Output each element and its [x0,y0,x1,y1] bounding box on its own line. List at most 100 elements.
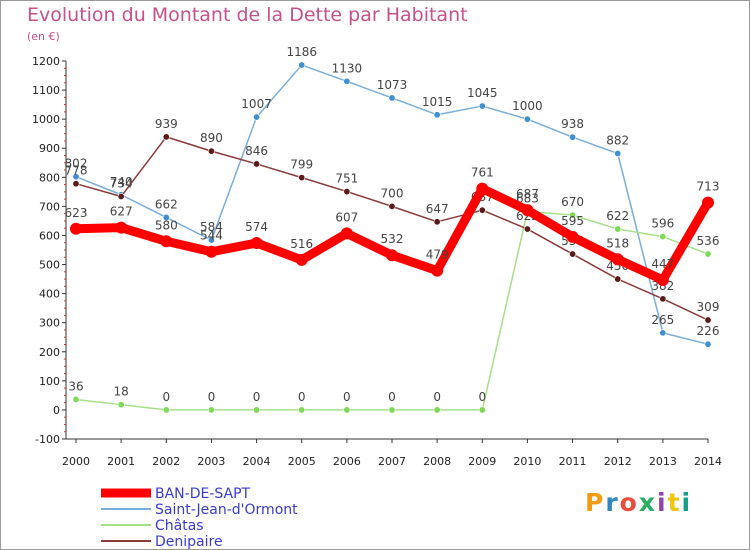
x-tick-label: 2002 [152,455,180,468]
data-label: 607 [335,210,358,224]
data-label: 627 [110,205,133,219]
data-point [569,133,577,141]
proxiti-logo: Proxiti [585,488,692,517]
data-label: 761 [471,166,494,180]
data-label: 623 [65,206,88,220]
data-point [388,94,396,102]
data-label: 1130 [332,61,363,75]
data-point [569,211,577,219]
data-point [521,204,534,217]
x-tick-label: 2003 [197,455,225,468]
data-point [162,213,170,221]
data-label: 544 [200,229,223,243]
data-label: 938 [561,117,584,131]
data-label: 882 [606,133,629,147]
logo-letter: i [681,488,693,517]
data-point [388,406,396,414]
x-tick-label: 2009 [468,455,496,468]
data-label: 0 [208,390,216,404]
data-point [478,406,486,414]
data-point [523,115,531,123]
data-point [115,221,128,234]
data-label: 0 [478,390,486,404]
data-point [614,275,622,283]
data-point [72,180,80,188]
data-label: 36 [68,379,83,393]
data-label: 778 [65,164,88,178]
data-point [205,245,218,258]
data-point [704,340,712,348]
data-label: 713 [697,180,720,194]
x-tick-label: 2010 [513,455,541,468]
data-label: 595 [561,214,584,228]
data-label: 1000 [512,99,543,113]
data-point [250,237,263,250]
data-label: 18 [114,385,129,399]
legend-label: Denipaire [155,534,223,549]
logo-letter: t [667,488,682,517]
x-tick-label: 2008 [423,455,451,468]
data-label: 751 [335,172,358,186]
data-point [431,264,444,277]
y-tick-label: 1000 [32,113,60,126]
x-tick-label: 2011 [559,455,587,468]
chart-title: Evolution du Montant de la Dette par Hab… [27,4,468,26]
data-point [702,196,714,209]
x-tick-label: 2012 [604,455,632,468]
data-point [433,406,441,414]
y-tick-label: 800 [39,171,60,184]
data-point [295,253,308,266]
data-label: 622 [606,209,629,223]
data-point [162,133,170,141]
data-point [433,218,441,226]
data-point [704,316,712,324]
data-point [566,230,579,243]
data-label: 0 [433,390,441,404]
data-point [388,202,396,210]
data-label: 740 [110,175,133,189]
logo-letter: r [605,488,620,517]
x-tick-label: 2007 [378,455,406,468]
data-label: 647 [426,202,449,216]
data-label: 662 [155,197,178,211]
data-point [298,61,306,69]
data-label: 265 [651,313,674,327]
data-label: 1007 [241,97,272,111]
data-label: 890 [200,131,223,145]
x-tick-label: 2006 [333,455,361,468]
data-point [253,160,261,168]
data-label: 532 [381,232,404,246]
data-label: 0 [388,390,396,404]
data-label: 799 [290,158,313,172]
data-point [160,235,173,248]
data-label: 939 [155,117,178,131]
data-label: 0 [343,390,351,404]
data-point [207,147,215,155]
data-point [207,236,215,244]
data-point [340,227,353,240]
data-label: 687 [516,187,539,201]
y-tick-label: 1100 [32,84,60,97]
data-point [343,77,351,85]
y-tick-label: 300 [39,317,60,330]
logo-letter: i [657,488,668,517]
data-label: 574 [245,220,268,234]
logo-letter: o [619,488,639,517]
legend-label: Châtas [155,518,204,534]
y-tick-label: 200 [39,346,60,359]
data-label: 518 [606,236,629,250]
data-label: 226 [697,324,720,338]
data-point [611,253,624,266]
data-point [117,192,125,200]
data-label: 846 [245,144,268,158]
data-label: 0 [162,390,170,404]
data-label: 580 [155,218,178,232]
data-point [298,174,306,182]
data-point [523,225,531,233]
data-point [614,149,622,157]
data-label: 802 [65,157,88,171]
data-point [569,250,577,258]
x-tick-label: 2005 [288,455,316,468]
